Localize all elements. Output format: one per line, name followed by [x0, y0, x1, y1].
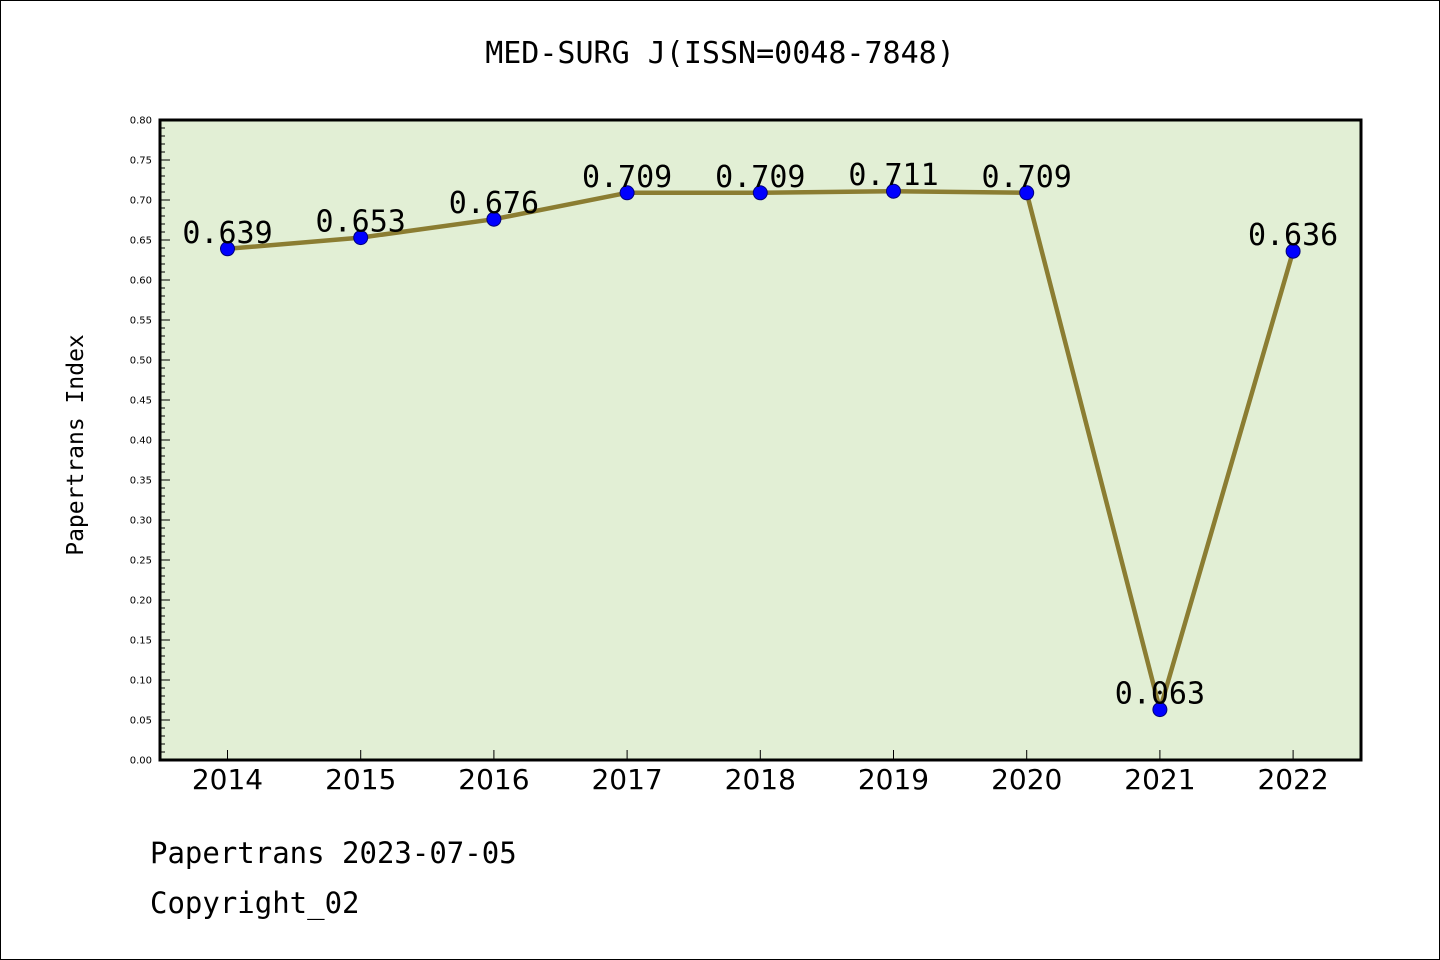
x-tick-label: 2017 — [591, 763, 662, 796]
data-label: 0.711 — [848, 158, 938, 193]
data-label: 0.063 — [1115, 677, 1205, 712]
data-point — [1152, 702, 1168, 718]
data-point — [1019, 185, 1035, 201]
y-tick-label: 0.15 — [130, 636, 152, 647]
y-tick-label: 0.55 — [130, 316, 152, 327]
y-tick-label: 0.00 — [130, 756, 152, 767]
y-tick-label: 0.60 — [130, 276, 152, 287]
x-tick-label: 2014 — [192, 763, 263, 796]
x-tick-label: 2021 — [1124, 763, 1195, 796]
data-point — [486, 211, 502, 227]
plot-border — [158, 118, 1363, 762]
y-tick-label: 0.05 — [130, 716, 152, 727]
y-tick-label: 0.20 — [130, 596, 152, 607]
series-group — [220, 183, 1301, 718]
data-label: 0.709 — [582, 160, 672, 195]
y-tick-label: 0.75 — [130, 156, 152, 167]
x-axis-ticks: 2014 2015 2016 2017 2018 2019 2020 2021 2022 — [192, 750, 1329, 796]
data-point — [220, 241, 235, 257]
data-label: 0.653 — [316, 205, 406, 240]
y-tick-label: 0.70 — [130, 196, 152, 207]
y-tick-label: 0.40 — [130, 436, 152, 447]
x-tick-label: 2019 — [858, 763, 929, 796]
data-point — [353, 230, 369, 246]
data-point — [619, 185, 635, 201]
x-tick-label: 2015 — [325, 763, 396, 796]
data-label: 0.709 — [982, 160, 1072, 195]
y-tick-label: 0.80 — [130, 116, 152, 127]
y-tick-label: 0.10 — [130, 676, 152, 687]
x-tick-label: 2018 — [725, 763, 796, 796]
data-point — [886, 183, 901, 199]
x-tick-label: 2022 — [1257, 763, 1328, 796]
footer-date: Papertrans 2023-07-05 — [150, 836, 517, 870]
x-tick-label: 2020 — [991, 763, 1062, 796]
data-point — [752, 185, 768, 201]
y-tick-label: 0.30 — [130, 516, 152, 527]
data-label: 0.636 — [1248, 218, 1338, 253]
data-labels: 0.639 0.653 0.676 0.709 0.709 0.711 0.709 0.063… — [182, 158, 1338, 711]
y-tick-label: 0.50 — [130, 356, 152, 367]
y-tick-label: 0.65 — [130, 236, 152, 247]
data-label: 0.709 — [715, 160, 805, 195]
y-tick-label: 0.35 — [130, 476, 152, 487]
y-axis-ticks: 0.00 0.05 0.10 0.15 0.20 0.25 0.30 0.35 0.40 0.45… — [130, 116, 170, 767]
y-tick-label: 0.25 — [130, 556, 152, 567]
data-label: 0.676 — [449, 186, 539, 221]
chart-title: MED-SURG J(ISSN=0048-7848) — [485, 36, 955, 71]
footer-copyright: Copyright_02 — [150, 886, 360, 920]
plot-area — [160, 120, 1361, 760]
y-tick-label: 0.45 — [130, 396, 152, 407]
data-point — [1285, 243, 1301, 259]
data-label: 0.639 — [182, 216, 272, 251]
x-tick-label: 2016 — [458, 763, 529, 796]
